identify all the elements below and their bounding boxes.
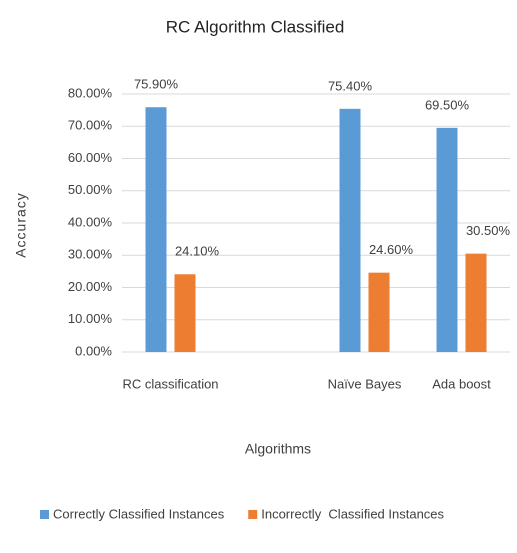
x-tick-label: Naïve Bayes <box>328 376 402 391</box>
data-label: 30.50% <box>466 223 511 238</box>
y-tick-label: 20.00% <box>68 279 113 294</box>
y-tick-label: 40.00% <box>68 214 113 229</box>
data-label: 75.40% <box>328 78 373 93</box>
data-label: 75.90% <box>134 77 179 92</box>
data-label: 24.10% <box>175 244 220 259</box>
chart-title: RC Algorithm Classified <box>166 17 345 36</box>
data-label: 69.50% <box>425 97 470 112</box>
y-axis-title: Accuracy <box>13 192 29 258</box>
y-tick-label: 50.00% <box>68 182 113 197</box>
bar <box>465 253 487 352</box>
x-tick-label: Ada boost <box>432 376 491 391</box>
bar <box>174 274 196 352</box>
legend-swatch <box>40 510 49 519</box>
bar <box>339 108 361 353</box>
y-tick-label: 70.00% <box>68 118 113 133</box>
x-tick-label: RC classification <box>122 376 218 391</box>
legend-label: Correctly Classified Instances <box>53 506 225 521</box>
y-tick-label: 10.00% <box>68 311 113 326</box>
y-tick-label: 30.00% <box>68 247 113 262</box>
bar <box>436 127 458 352</box>
bar <box>145 107 167 352</box>
x-axis-title: Algorithms <box>245 441 311 457</box>
data-label: 24.60% <box>369 242 414 257</box>
legend-swatch <box>248 510 258 519</box>
y-tick-label: 60.00% <box>68 150 113 165</box>
legend-label: Incorrectly Classified Instances <box>261 506 444 521</box>
y-tick-label: 80.00% <box>68 85 113 100</box>
bar <box>368 272 390 352</box>
y-tick-label: 0.00% <box>75 343 112 358</box>
